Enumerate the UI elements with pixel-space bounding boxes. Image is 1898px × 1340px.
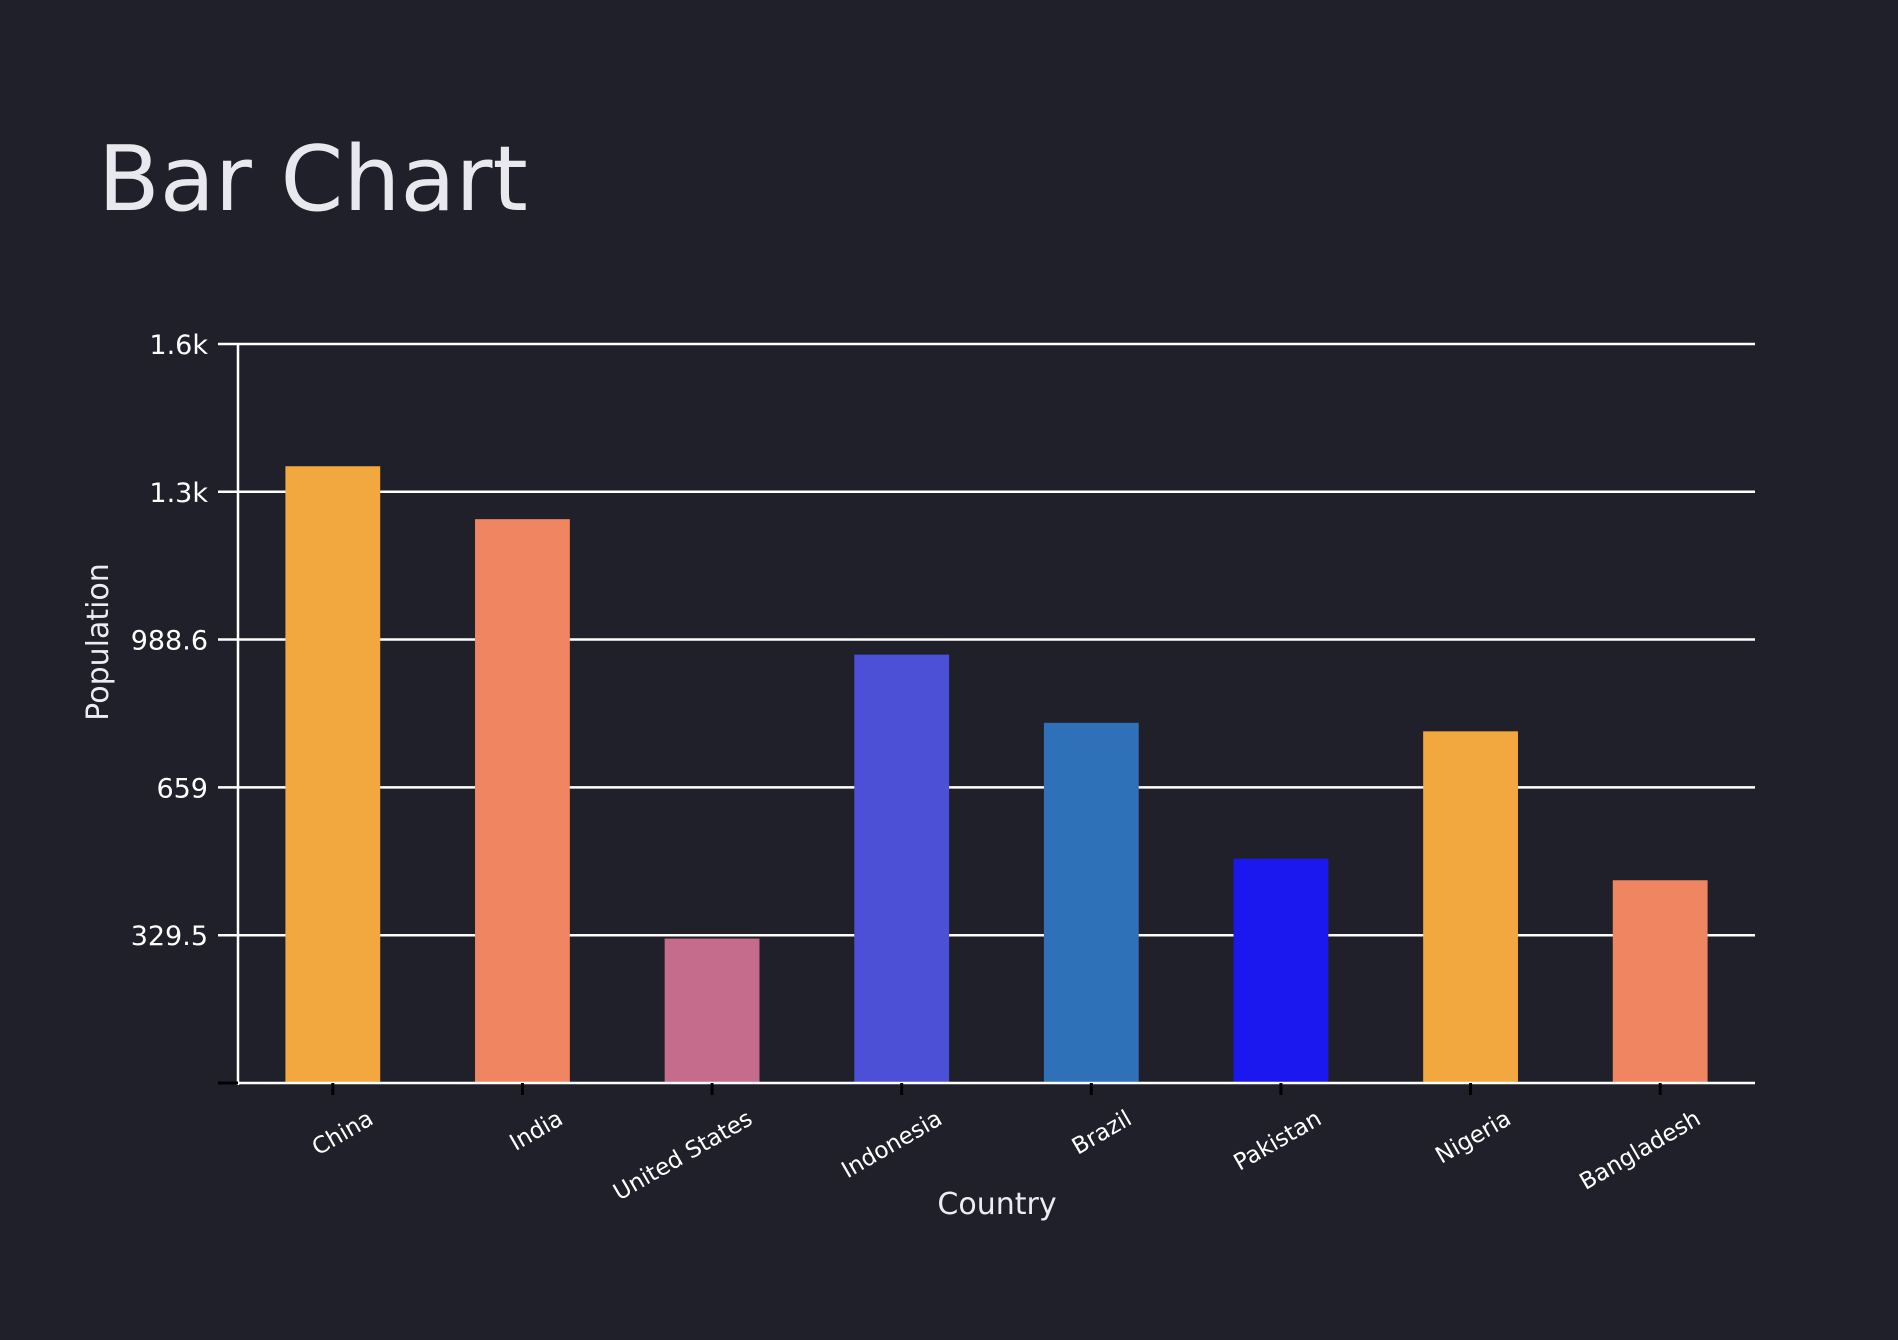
x-tick-label: Indonesia [837,1106,946,1184]
bar-nigeria [1423,731,1518,1083]
bar-united-states [664,938,760,1083]
bar-china [285,466,381,1083]
x-tick-label: Nigeria [1431,1106,1515,1170]
bars [285,466,1708,1083]
y-tick-label: 1.6k [149,330,208,361]
axes [236,344,1755,1085]
x-axis-title: Country [937,1187,1056,1222]
bar-bangladesh [1612,880,1708,1083]
x-tick-label: Brazil [1068,1106,1137,1161]
bar-brazil [1043,722,1139,1083]
x-tick-label: Pakistan [1230,1106,1326,1177]
y-axis-ticks: 329.5 659 988.6 1.3k 1.6k [131,330,238,1085]
y-tick-label: 329.5 [131,921,208,952]
y-tick-label: 988.6 [131,626,208,657]
y-axis-title: Population [81,563,116,721]
x-tick-label: India [506,1106,568,1157]
y-tick-label: 659 [156,773,208,804]
bar-indonesia [854,654,950,1083]
chart-title: Bar Chart [98,127,528,232]
y-tick-label: 1.3k [149,478,208,509]
x-tick-label: United States [609,1106,757,1206]
bar-pakistan [1233,858,1329,1083]
bar-india [475,519,570,1083]
x-tick-label: Bangladesh [1575,1106,1705,1196]
x-tick-label: China [308,1106,378,1161]
grid-lines [238,342,1755,937]
